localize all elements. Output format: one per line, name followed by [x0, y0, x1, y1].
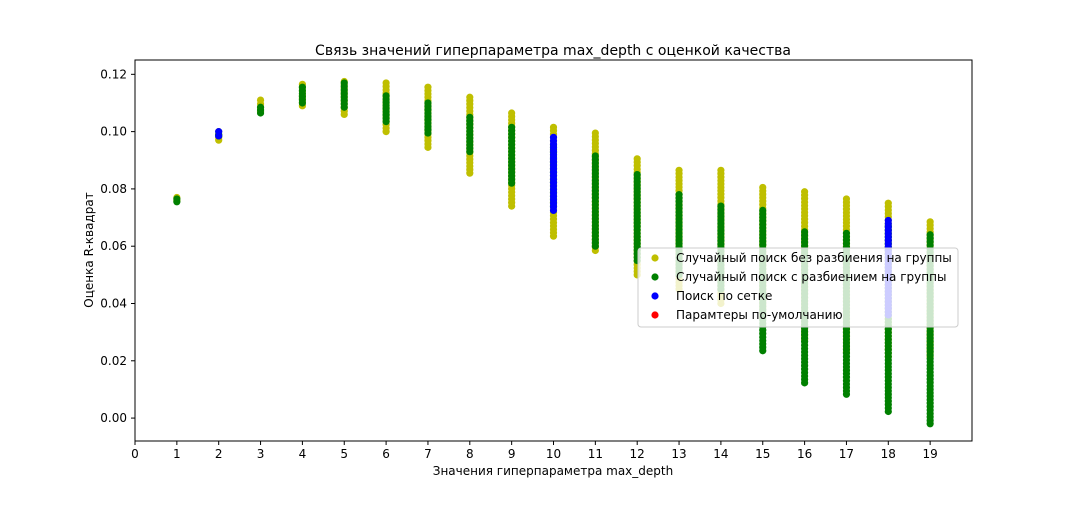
data-point: [675, 166, 683, 174]
data-point: [926, 218, 934, 226]
data-point: [884, 199, 892, 207]
data-point: [424, 99, 432, 107]
x-tick-label: 9: [508, 447, 516, 461]
point-group: [549, 133, 558, 214]
point-group: [466, 113, 474, 156]
legend-marker: [651, 292, 659, 300]
data-point: [549, 123, 558, 131]
chart-title: Связь значений гиперпараметра max_depth …: [315, 43, 791, 59]
point-group: [424, 99, 432, 137]
data-point: [801, 228, 809, 236]
data-point: [717, 202, 725, 210]
data-point: [256, 103, 265, 111]
y-axis: 0.00 0.02 0.04 0.06 0.08 0.10 0.12: [100, 67, 135, 425]
x-tick-label: 0: [131, 447, 139, 461]
x-tick-label: 17: [839, 447, 854, 461]
point-group: [215, 128, 223, 140]
legend: Случайный поиск без разбиения на группы С…: [637, 247, 959, 328]
data-point: [842, 229, 851, 237]
point-group: [382, 92, 390, 126]
x-axis-label: Значения гиперпараметра max_depth: [433, 464, 673, 478]
x-tick-label: 14: [713, 447, 728, 461]
y-tick-label: 0.10: [100, 125, 127, 139]
x-tick-label: 7: [424, 447, 432, 461]
data-point: [215, 128, 223, 136]
legend-box: [637, 247, 959, 328]
x-tick-label: 6: [382, 447, 390, 461]
x-tick-label: 16: [797, 447, 812, 461]
point-group: [173, 195, 181, 206]
legend-marker: [651, 254, 659, 262]
x-tick-label: 19: [923, 447, 938, 461]
legend-entry: Парамтеры по-умолчанию: [651, 308, 843, 322]
data-point: [466, 93, 474, 101]
legend-label: Случайный поиск без разбиения на группы: [676, 251, 952, 265]
data-point: [801, 188, 809, 196]
y-tick-label: 0.02: [100, 354, 127, 368]
data-point: [842, 195, 851, 203]
point-group: [508, 123, 516, 187]
x-tick-label: 5: [340, 447, 348, 461]
data-point: [884, 216, 892, 225]
data-point: [508, 109, 516, 117]
data-point: [675, 191, 683, 199]
y-tick-label: 0.08: [100, 182, 127, 196]
data-point: [926, 231, 934, 239]
x-axis: 0 1 2 3 4 5 6 7 8 9 10 11 12 13 14 15 16 17 18 19: [131, 441, 938, 461]
data-point: [382, 79, 390, 87]
y-axis-label: Оценка R-квадрат: [82, 192, 96, 307]
data-point: [549, 133, 558, 141]
x-tick-label: 1: [173, 447, 181, 461]
point-group: [256, 103, 265, 117]
x-tick-label: 13: [671, 447, 686, 461]
data-point: [633, 155, 641, 163]
point-group: [591, 152, 599, 250]
legend-marker: [651, 273, 659, 281]
legend-label: Поиск по сетке: [676, 289, 772, 303]
y-tick-label: 0.00: [100, 411, 127, 425]
data-point: [173, 195, 181, 203]
legend-label: Парамтеры по-умолчанию: [676, 308, 843, 322]
data-point: [508, 123, 516, 131]
data-point: [591, 152, 599, 160]
data-point: [759, 183, 767, 192]
data-point: [591, 129, 599, 137]
data-point: [298, 83, 306, 91]
x-tick-label: 10: [546, 447, 561, 461]
data-point: [759, 206, 767, 214]
data-point: [466, 113, 474, 121]
point-group: [298, 83, 306, 107]
y-tick-label: 0.12: [100, 67, 127, 81]
data-point: [382, 92, 390, 100]
legend-label: Случайный поиск с разбиением на группы: [676, 270, 946, 284]
x-tick-label: 8: [466, 447, 474, 461]
x-tick-label: 12: [630, 447, 645, 461]
data-point: [424, 83, 432, 91]
legend-entry: Поиск по сетке: [651, 289, 772, 303]
data-point: [256, 96, 265, 104]
y-tick-label: 0.06: [100, 239, 127, 253]
data-point: [633, 170, 641, 179]
y-tick-label: 0.04: [100, 296, 127, 310]
x-tick-label: 3: [257, 447, 265, 461]
legend-marker: [651, 311, 659, 319]
data-point: [717, 166, 725, 174]
legend-items: Случайный поиск без разбиения на группы С…: [651, 251, 952, 322]
legend-entry: Случайный поиск с разбиением на группы: [651, 270, 946, 284]
legend-entry: Случайный поиск без разбиения на группы: [651, 251, 952, 265]
x-tick-label: 2: [215, 447, 223, 461]
x-tick-label: 11: [588, 447, 603, 461]
point-group: [340, 79, 348, 111]
data-point: [340, 79, 348, 87]
point-group: [633, 170, 641, 265]
x-tick-label: 4: [299, 447, 307, 461]
x-tick-label: 18: [881, 447, 896, 461]
x-tick-label: 15: [755, 447, 770, 461]
